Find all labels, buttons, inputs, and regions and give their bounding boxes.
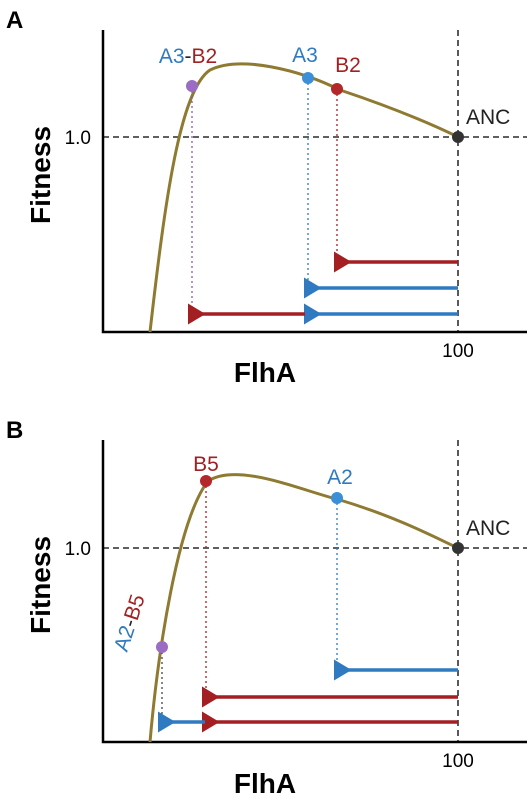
label-part: A3	[159, 45, 185, 68]
x-tick-label: 100	[442, 751, 474, 772]
point-label: ANC	[466, 106, 510, 129]
panel-b: B 1.0 100 FlhA Fitness A2-B5 B5 A2 ANC	[6, 417, 527, 799]
point	[156, 641, 168, 653]
point-label: A3	[292, 44, 318, 67]
point	[452, 542, 464, 554]
point-label: B2	[335, 54, 361, 77]
label-part: -	[185, 45, 192, 68]
point-label: A3-B2	[159, 45, 217, 68]
label-part: B2	[192, 45, 218, 68]
x-axis-label: FlhA	[234, 357, 296, 388]
point	[331, 492, 343, 504]
x-axis-label: FlhA	[234, 768, 296, 799]
point	[186, 80, 198, 92]
panel-a: A 1.0 100 FlhA Fitness A3-B2 A3 B2 ANC	[6, 7, 527, 388]
axes	[101, 440, 527, 744]
x-tick-label: 100	[442, 341, 474, 362]
fitness-curve	[148, 62, 459, 333]
axes	[101, 30, 527, 334]
y-tick-label: 1.0	[65, 539, 91, 560]
point	[331, 83, 343, 95]
point	[200, 475, 212, 487]
label-part: B5	[120, 592, 150, 624]
point-label: A2-B5	[110, 592, 150, 655]
point-label: ANC	[466, 517, 510, 540]
point-label: B5	[193, 453, 219, 476]
point	[302, 72, 314, 84]
y-tick-label: 1.0	[65, 128, 91, 149]
y-axis-label: Fitness	[25, 126, 56, 224]
panel-letter: B	[6, 417, 23, 444]
point	[452, 131, 464, 143]
panel-letter: A	[6, 7, 23, 34]
fitness-curve	[148, 473, 459, 743]
y-axis-label: Fitness	[25, 536, 56, 634]
point-label: A2	[327, 466, 353, 489]
